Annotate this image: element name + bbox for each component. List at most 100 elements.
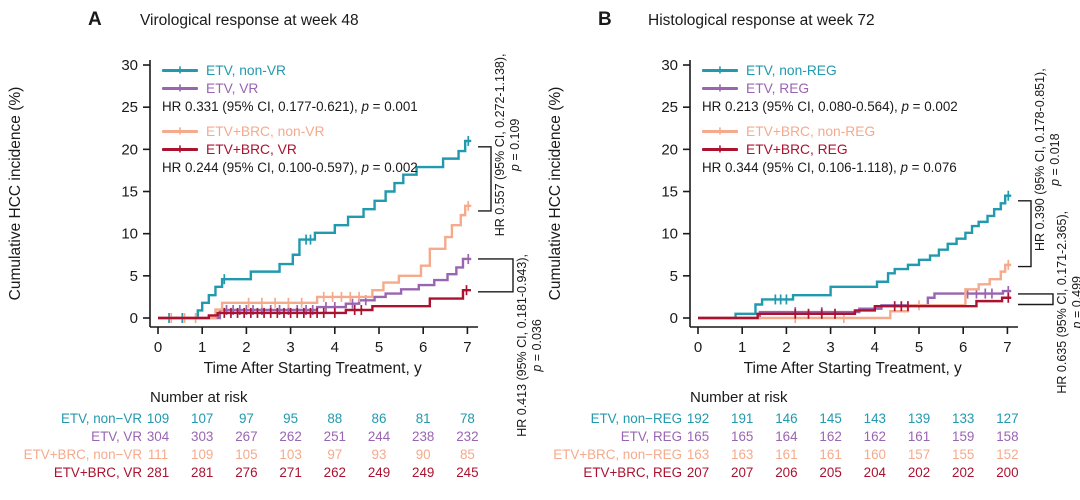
risk-count: 90 [415, 447, 431, 462]
x-tick-label: 1 [198, 339, 206, 356]
risk-count: 146 [775, 411, 798, 426]
km-plot: 0 5 10 15 20 25 30 0 1 2 3 4 5 6 7 Time After Starting … [7, 53, 544, 437]
risk-count: 103 [279, 447, 302, 462]
risk-count: 202 [952, 465, 975, 480]
legend-label: ETV+BRC, REG [746, 141, 848, 157]
bracket-p-label: p = 0.036 [530, 319, 544, 373]
curve-etv-non-vr [158, 139, 471, 320]
bracket-hr-label: HR 0.557 (95% CI, 0.272-1.138), [493, 53, 507, 236]
risk-count: 191 [731, 411, 754, 426]
risk-count: 161 [819, 447, 842, 462]
risk-count: 238 [412, 429, 435, 444]
legend-label: ETV, non-VR [206, 62, 287, 78]
y-tick-label: 15 [121, 184, 138, 201]
risk-count: 249 [412, 465, 435, 480]
legend-line-marker-icon [702, 86, 738, 90]
risk-count: 207 [686, 465, 710, 480]
risk-row: ETV+BRC, non−VR 111 109 105 103 97 93 90 85 [0, 447, 540, 465]
legend-line-marker-icon [162, 68, 198, 72]
y-tick-label: 15 [661, 184, 678, 201]
legend-line-marker-icon [162, 147, 198, 151]
x-tick-label: 5 [915, 339, 923, 356]
risk-count: 85 [459, 447, 475, 462]
risk-count: 207 [731, 465, 754, 480]
risk-count: 152 [996, 447, 1019, 462]
risk-row: ETV+BRC, REG 207 207 206 205 204 202 202 200 [540, 465, 1080, 483]
y-tick-label: 20 [661, 141, 678, 158]
hazard-ratio-annotation: HR 0.344 (95% CI, 0.106-1.118), p = 0.07… [702, 160, 957, 175]
risk-table-rows: ETV, non−VR 109 107 97 95 88 86 81 78 ETV, VR 304 3… [0, 411, 540, 483]
x-tick-label: 2 [782, 339, 790, 356]
risk-count: 276 [235, 465, 258, 480]
risk-count: 164 [775, 429, 798, 444]
legend-item: ETV, REG [702, 79, 958, 97]
risk-table-header: Number at risk [690, 389, 788, 406]
x-tick-label: 7 [1003, 339, 1011, 356]
risk-count: 93 [371, 447, 387, 462]
risk-count: 165 [731, 429, 754, 444]
risk-count: 107 [191, 411, 214, 426]
curve-etv-non-reg [698, 194, 1011, 320]
x-tick-label: 2 [242, 339, 250, 356]
risk-count: 162 [863, 429, 886, 444]
legend-item: ETV, non-REG [702, 61, 958, 79]
comparison-bracket [478, 258, 514, 293]
curve-etv-brc-reg [698, 296, 1011, 320]
y-axis-title: Cumulative HCC incidence (%) [7, 87, 24, 301]
x-tick-label: 4 [871, 339, 879, 356]
bracket-p-label: p = 0.109 [508, 119, 522, 173]
risk-count: 160 [863, 447, 886, 462]
y-tick-label: 5 [670, 268, 678, 285]
risk-count: 88 [327, 411, 343, 426]
legend-line-marker-icon [702, 68, 738, 72]
panel-letter: A [88, 9, 103, 30]
risk-count: 159 [952, 429, 975, 444]
risk-count: 271 [279, 465, 302, 480]
risk-count: 81 [415, 411, 431, 426]
risk-count: 162 [819, 429, 842, 444]
risk-row-label: ETV, VR [91, 429, 142, 444]
risk-count: 262 [323, 465, 346, 480]
risk-count: 109 [191, 447, 214, 462]
risk-count: 200 [996, 465, 1019, 480]
curve-etv-brc-non-reg [698, 263, 1011, 320]
risk-row-label: ETV+BRC, REG [583, 465, 682, 480]
risk-count: 262 [279, 429, 302, 444]
risk-row: ETV, non−REG 192 191 146 145 143 139 133 127 [540, 411, 1080, 429]
panel-title: Virological response at week 48 [140, 12, 359, 29]
x-axis-title: Time After Starting Treatment, y [204, 360, 422, 377]
risk-table-header: Number at risk [150, 389, 248, 406]
risk-count: 161 [907, 429, 931, 444]
bracket-hr-label: HR 0.413 (95% CI, 0.181-0.943), [515, 254, 529, 437]
comparison-bracket [1018, 293, 1054, 306]
x-tick-label: 5 [375, 339, 383, 356]
risk-count: 202 [907, 465, 931, 480]
risk-count: 165 [686, 429, 710, 444]
legend-label: ETV+BRC, non-VR [206, 123, 325, 139]
bracket-p-label: p = 0.018 [1048, 133, 1062, 187]
risk-count: 281 [146, 465, 170, 480]
risk-count: 145 [819, 411, 842, 426]
y-tick-label: 20 [121, 141, 138, 158]
y-tick-label: 10 [661, 226, 678, 243]
risk-count: 111 [147, 447, 169, 462]
risk-count: 139 [907, 411, 931, 426]
curve-etv-brc-vr [158, 288, 471, 320]
legend-label: ETV+BRC, VR [206, 141, 297, 157]
legend-line-marker-icon [702, 147, 738, 151]
y-tick-label: 10 [121, 226, 138, 243]
risk-count: 97 [327, 447, 343, 462]
risk-count: 127 [996, 411, 1019, 426]
x-tick-label: 6 [959, 339, 967, 356]
risk-count: 95 [283, 411, 299, 426]
legend-line-marker-icon [702, 129, 738, 133]
legend-label: ETV, non-REG [746, 62, 837, 78]
risk-count: 163 [686, 447, 710, 462]
y-tick-label: 0 [130, 310, 138, 327]
risk-row-label: ETV, non−VR [60, 411, 142, 426]
risk-count: 109 [146, 411, 170, 426]
risk-count: 304 [146, 429, 170, 444]
risk-count: 163 [731, 447, 754, 462]
panel-letter: B [598, 9, 613, 30]
